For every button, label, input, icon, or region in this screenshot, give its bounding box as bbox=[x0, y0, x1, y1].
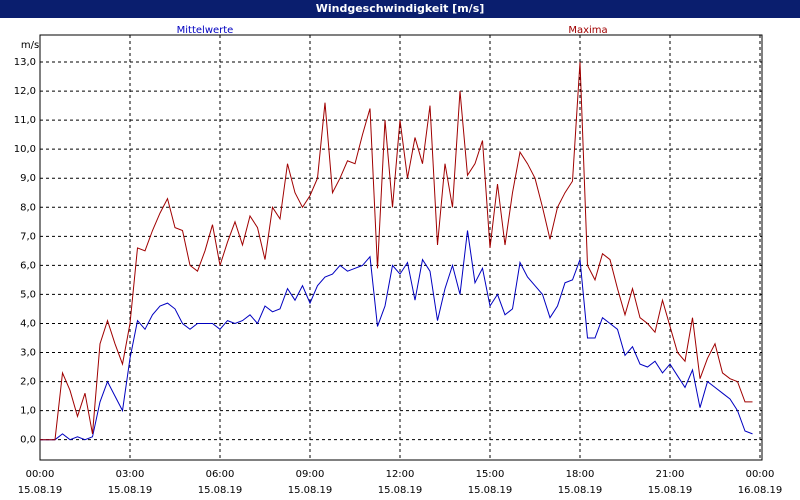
y-tick-label: 11,0 bbox=[14, 115, 36, 126]
x-tick-date: 15.08.19 bbox=[108, 485, 153, 496]
plot-area bbox=[39, 34, 763, 461]
x-tick-label: 18:00 bbox=[566, 469, 595, 480]
y-tick-label: 3,0 bbox=[20, 348, 36, 359]
x-tick-date: 16.08.19 bbox=[738, 485, 783, 496]
y-tick-label: 13,0 bbox=[14, 57, 36, 68]
y-tick-label: 12,0 bbox=[14, 86, 36, 97]
y-tick-label: 0,0 bbox=[20, 435, 36, 446]
x-tick-date: 15.08.19 bbox=[288, 485, 333, 496]
x-tick-label: 12:00 bbox=[386, 469, 415, 480]
series-line bbox=[40, 61, 753, 441]
x-tick-date: 15.08.19 bbox=[198, 485, 243, 496]
y-tick-label: 9,0 bbox=[20, 173, 36, 184]
y-tick-label: 4,0 bbox=[20, 318, 36, 329]
legend-entry: Maxima bbox=[568, 25, 607, 36]
x-tick-date: 15.08.19 bbox=[378, 485, 423, 496]
y-axis-label: m/s bbox=[21, 40, 39, 51]
x-tick-date: 15.08.19 bbox=[558, 485, 603, 496]
x-tick-label: 09:00 bbox=[296, 469, 325, 480]
y-tick-label: 6,0 bbox=[20, 260, 36, 271]
x-tick-date: 15.08.19 bbox=[468, 485, 513, 496]
x-tick-label: 21:00 bbox=[656, 469, 685, 480]
chart-title: Windgeschwindigkeit [m/s] bbox=[316, 2, 485, 15]
y-tick-label: 7,0 bbox=[20, 231, 36, 242]
y-tick-label: 1,0 bbox=[20, 406, 36, 417]
legend-entry: Mittelwerte bbox=[177, 25, 234, 36]
x-tick-label: 03:00 bbox=[116, 469, 145, 480]
title-bar bbox=[0, 0, 800, 18]
series-line bbox=[40, 230, 753, 441]
x-tick-label: 00:00 bbox=[746, 469, 775, 480]
y-tick-label: 5,0 bbox=[20, 289, 36, 300]
x-tick-label: 06:00 bbox=[206, 469, 235, 480]
x-tick-date: 15.08.19 bbox=[648, 485, 693, 496]
x-tick-date: 15.08.19 bbox=[18, 485, 63, 496]
y-tick-label: 8,0 bbox=[20, 202, 36, 213]
x-tick-label: 15:00 bbox=[476, 469, 505, 480]
y-tick-label: 10,0 bbox=[14, 144, 36, 155]
x-tick-label: 00:00 bbox=[26, 469, 55, 480]
y-tick-label: 2,0 bbox=[20, 377, 36, 388]
